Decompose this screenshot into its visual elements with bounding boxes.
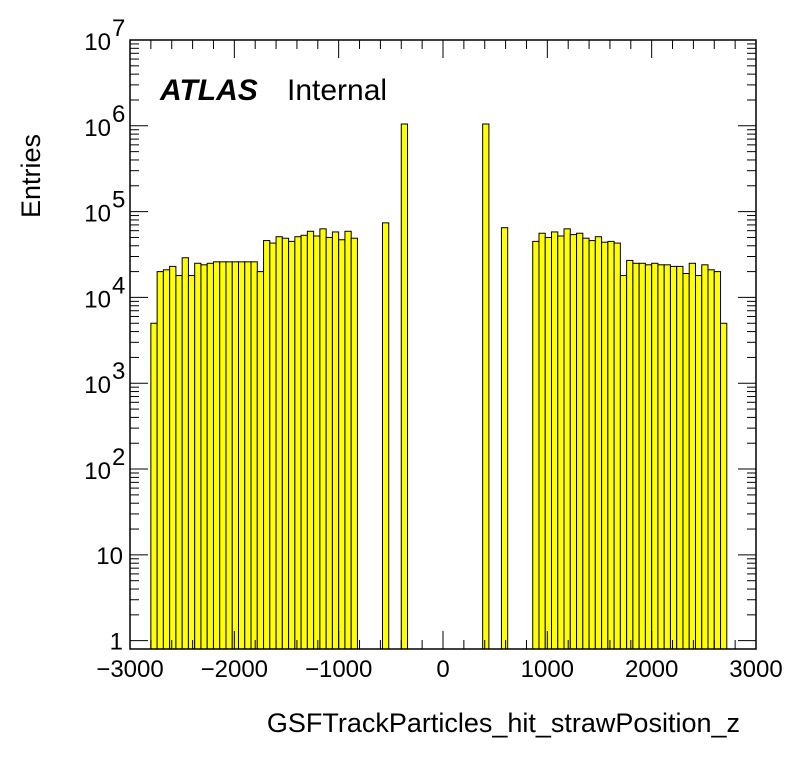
histogram-bar <box>200 264 208 650</box>
y-tick-label-exponent: 7 <box>112 15 125 42</box>
histogram-bar <box>626 259 634 650</box>
y-tick-label-exponent: 5 <box>112 187 125 214</box>
y-axis-title: Entries <box>16 134 46 218</box>
histogram-bar <box>175 275 183 650</box>
histogram-bar <box>219 261 227 650</box>
histogram-bar <box>238 261 246 650</box>
histogram-bar <box>638 262 646 650</box>
histogram-bar <box>582 237 590 650</box>
histogram-bar <box>250 261 258 650</box>
y-tick-label: 10 <box>84 115 111 142</box>
y-tick-label: 10 <box>84 286 111 313</box>
histogram-bar <box>400 123 409 650</box>
histogram-bar <box>319 228 327 650</box>
histogram-bar <box>576 232 584 650</box>
y-tick-label: 10 <box>84 372 111 399</box>
histogram-bar <box>632 262 640 650</box>
histogram-bar <box>306 230 315 650</box>
histogram-bar <box>544 236 553 650</box>
y-tick-label: 10 <box>84 201 111 228</box>
y-tick-label: 1 <box>110 629 123 656</box>
histogram-bar <box>551 231 559 650</box>
x-axis-title: GSFTrackParticles_hit_strawPosition_z <box>267 708 740 738</box>
histogram-bar <box>557 235 565 650</box>
histogram-bar <box>594 236 603 650</box>
x-tick-label: −2000 <box>201 656 268 683</box>
x-tick-label: −3000 <box>96 656 163 683</box>
histogram-bar <box>651 262 659 650</box>
histogram-bar <box>269 242 277 650</box>
histogram-bar <box>601 241 609 650</box>
histogram-bar <box>150 322 158 650</box>
histogram-bar <box>169 265 177 650</box>
histogram-bar <box>325 236 333 650</box>
histogram-bar <box>256 271 265 650</box>
x-tick-label: 1000 <box>521 656 574 683</box>
histogram-bar <box>707 269 715 650</box>
histogram-bar <box>300 234 308 650</box>
histogram-bar <box>676 265 684 650</box>
histogram-bar <box>350 237 358 650</box>
histogram-bar <box>563 228 571 650</box>
histogram-bar <box>156 271 164 650</box>
x-tick-label: 3000 <box>729 656 782 683</box>
histogram-bar <box>569 234 578 650</box>
y-tick-label: 10 <box>96 543 123 570</box>
histogram-bar <box>162 269 171 650</box>
atlas-label: ATLAS <box>159 74 258 107</box>
histogram-bar <box>275 236 283 650</box>
histogram-bar <box>682 273 690 650</box>
histogram-bar <box>225 261 233 650</box>
histogram-bar <box>619 275 628 650</box>
histogram-bar <box>338 239 346 650</box>
histogram-bar <box>231 261 240 650</box>
histogram-bar <box>482 123 490 650</box>
histogram-bar <box>720 322 728 650</box>
histogram-bar <box>644 264 653 650</box>
histogram-bar <box>244 261 252 650</box>
histogram-bar <box>538 232 546 650</box>
y-tick-label-exponent: 2 <box>112 444 125 471</box>
histogram-bar <box>206 262 214 650</box>
x-tick-label: −1000 <box>305 656 372 683</box>
internal-label: Internal <box>287 74 387 107</box>
y-tick-label-exponent: 4 <box>112 272 125 299</box>
histogram-bar <box>194 262 202 650</box>
histogram-bar <box>381 222 390 650</box>
x-tick-label: 0 <box>436 656 449 683</box>
histogram-bar <box>694 275 703 650</box>
histogram-bar <box>713 271 722 650</box>
x-axis-ticks <box>129 40 757 649</box>
histogram-bar <box>212 261 221 650</box>
x-tick-label: 2000 <box>625 656 678 683</box>
histogram-bar <box>187 275 196 650</box>
histogram-bars <box>150 123 728 650</box>
histogram-bar <box>532 240 540 650</box>
histogram-bar <box>613 242 621 650</box>
histogram-bar <box>588 240 596 650</box>
histogram-bar <box>281 237 290 650</box>
histogram-bar <box>663 264 671 650</box>
histogram-bar <box>657 264 665 650</box>
y-tick-label: 10 <box>84 458 111 485</box>
histogram-bar <box>294 236 302 650</box>
x-axis-tick-labels: −3000 −2000 −1000 0 1000 2000 3000 <box>96 656 782 683</box>
histogram-bar <box>331 231 340 650</box>
y-tick-label: 10 <box>84 29 111 56</box>
histogram-bar <box>181 257 189 650</box>
histogram-bar <box>500 227 509 650</box>
histogram-bar <box>313 235 321 650</box>
histogram-bar <box>288 240 296 650</box>
histogram-bar <box>344 230 352 650</box>
histogram-bar <box>607 240 615 650</box>
histogram-bar <box>669 265 678 650</box>
histogram-bar <box>263 240 271 650</box>
y-tick-label-exponent: 6 <box>112 101 125 128</box>
histogram-bar <box>688 262 696 650</box>
y-axis-ticks <box>130 39 756 642</box>
y-tick-label-exponent: 3 <box>112 358 125 385</box>
histogram-bar <box>701 264 709 650</box>
